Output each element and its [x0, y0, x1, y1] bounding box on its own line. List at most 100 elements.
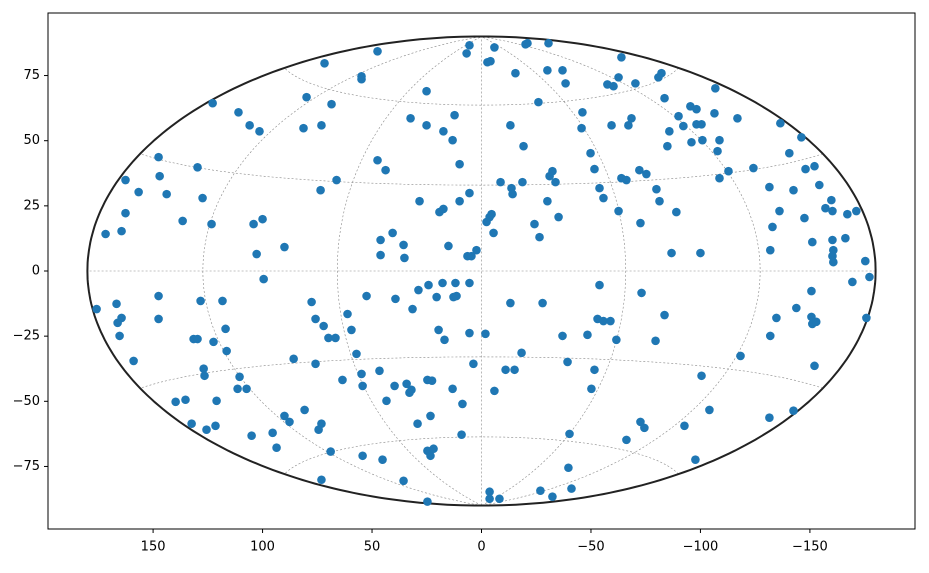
point	[472, 245, 481, 255]
point	[171, 397, 180, 407]
point	[249, 219, 258, 229]
point	[234, 107, 243, 117]
point	[861, 256, 870, 266]
point	[827, 195, 836, 205]
point	[510, 365, 519, 375]
point	[255, 127, 264, 136]
point	[667, 248, 676, 258]
point	[207, 219, 216, 229]
point	[178, 216, 187, 226]
point	[765, 331, 775, 341]
point	[772, 313, 781, 323]
point	[332, 175, 341, 185]
point	[486, 56, 495, 66]
point	[558, 331, 567, 341]
point	[285, 417, 294, 427]
point	[807, 286, 816, 296]
point	[427, 376, 437, 386]
point	[112, 299, 121, 309]
point	[414, 285, 423, 295]
point	[590, 365, 599, 375]
point	[390, 381, 399, 391]
point	[338, 375, 347, 385]
point	[724, 166, 733, 176]
point	[378, 455, 387, 464]
y-tick-label: 25	[23, 198, 40, 213]
point	[733, 113, 742, 123]
point	[362, 291, 371, 301]
point	[657, 68, 666, 78]
point	[828, 206, 837, 216]
point	[578, 107, 587, 117]
point	[212, 396, 221, 406]
point	[455, 159, 464, 169]
point	[715, 135, 724, 145]
point	[317, 121, 326, 130]
point	[373, 47, 382, 56]
point	[187, 419, 196, 429]
point	[407, 385, 416, 395]
point	[423, 497, 432, 506]
point	[280, 242, 289, 252]
point	[92, 304, 101, 314]
point	[595, 183, 604, 193]
point	[245, 121, 254, 130]
point	[567, 484, 576, 493]
point	[268, 428, 277, 438]
point	[530, 219, 539, 229]
point	[548, 492, 557, 501]
point	[696, 248, 705, 258]
point	[429, 444, 438, 454]
point	[587, 384, 596, 394]
point	[715, 173, 724, 183]
point	[749, 163, 758, 173]
point	[554, 212, 563, 222]
point	[481, 329, 490, 339]
point	[810, 361, 819, 371]
point	[413, 419, 422, 429]
point	[117, 313, 126, 323]
point	[811, 317, 821, 327]
point	[862, 313, 871, 323]
point	[642, 169, 651, 179]
point	[422, 86, 431, 96]
point	[432, 292, 441, 302]
graticule-meridian	[481, 36, 626, 506]
point	[865, 272, 874, 282]
point	[465, 41, 474, 50]
point	[680, 421, 689, 431]
point	[655, 196, 664, 206]
point	[258, 214, 267, 224]
point	[402, 379, 411, 389]
point	[381, 165, 390, 175]
x-tick-label: 150	[141, 540, 166, 555]
point	[563, 357, 572, 367]
point	[775, 206, 784, 216]
point	[302, 92, 311, 102]
graticule-meridian	[202, 36, 482, 506]
point	[808, 237, 817, 247]
point	[196, 296, 205, 306]
point	[518, 177, 527, 187]
point	[399, 240, 408, 250]
point	[448, 135, 457, 145]
point	[252, 249, 261, 259]
point	[489, 228, 498, 238]
y-tick-label: −75	[13, 459, 40, 474]
point	[382, 396, 391, 406]
point	[121, 208, 130, 218]
point	[415, 196, 424, 206]
point	[558, 66, 567, 75]
point	[776, 118, 785, 128]
point	[535, 232, 544, 242]
point	[564, 463, 573, 473]
point	[121, 175, 130, 185]
point	[358, 381, 367, 391]
point	[691, 455, 700, 464]
point	[519, 141, 528, 151]
point	[457, 430, 466, 439]
point	[617, 53, 626, 62]
point	[810, 161, 819, 171]
point	[637, 288, 646, 298]
point	[536, 486, 545, 495]
